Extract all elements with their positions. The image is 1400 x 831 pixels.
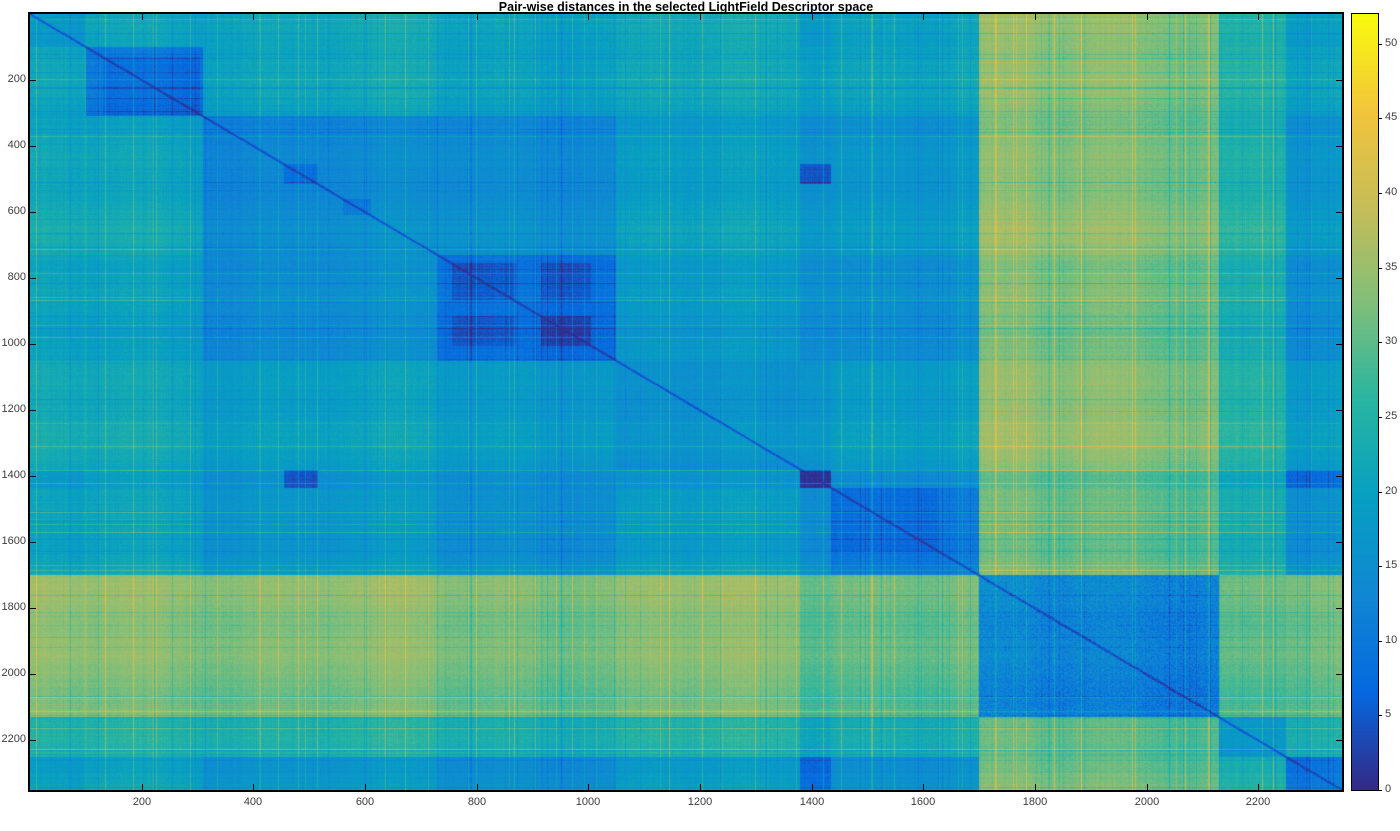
y-tick-mark bbox=[30, 146, 36, 147]
y-tick-mark bbox=[30, 80, 36, 81]
y-tick-mark bbox=[30, 212, 36, 213]
x-tick-label: 600 bbox=[355, 796, 375, 808]
chart-title: Pair-wise distances in the selected Ligh… bbox=[498, 0, 874, 14]
colorbar-tick-label: 15 bbox=[1385, 559, 1398, 571]
y-tick-label: 1600 bbox=[1, 535, 26, 547]
x-tick-mark bbox=[1035, 784, 1036, 790]
x-tick-mark bbox=[700, 14, 701, 20]
colorbar-tick-label: 40 bbox=[1385, 186, 1398, 198]
x-tick-mark bbox=[1258, 14, 1259, 20]
colorbar-tick-label: 0 bbox=[1385, 783, 1392, 795]
y-tick-mark bbox=[30, 674, 36, 675]
x-tick-mark bbox=[253, 14, 254, 20]
y-tick-mark bbox=[1336, 278, 1342, 279]
x-tick-mark bbox=[588, 14, 589, 20]
y-tick-label: 1400 bbox=[1, 469, 26, 481]
x-tick-mark bbox=[1147, 784, 1148, 790]
x-tick-label: 2000 bbox=[1134, 796, 1160, 808]
x-tick-mark bbox=[812, 784, 813, 790]
colorbar-tick-mark bbox=[1378, 44, 1382, 45]
x-tick-label: 1600 bbox=[910, 796, 936, 808]
colorbar-tick-label: 20 bbox=[1385, 485, 1398, 497]
colorbar-canvas bbox=[1352, 14, 1378, 790]
y-tick-mark bbox=[1336, 146, 1342, 147]
y-tick-mark bbox=[30, 740, 36, 741]
colorbar-tick-mark bbox=[1378, 492, 1382, 493]
colorbar-tick-label: 5 bbox=[1385, 708, 1392, 720]
colorbar-tick-mark bbox=[1378, 268, 1382, 269]
colorbar-tick-label: 10 bbox=[1385, 634, 1398, 646]
colorbar-tick-label: 30 bbox=[1385, 335, 1398, 347]
x-tick-label: 1800 bbox=[1022, 796, 1048, 808]
x-tick-mark bbox=[365, 14, 366, 20]
y-tick-label: 2200 bbox=[1, 733, 26, 745]
y-tick-mark bbox=[1336, 740, 1342, 741]
colorbar-tick-mark bbox=[1378, 118, 1382, 119]
colorbar-tick-label: 25 bbox=[1385, 410, 1398, 422]
x-tick-mark bbox=[923, 14, 924, 20]
x-tick-label: 800 bbox=[467, 796, 487, 808]
heatmap-canvas bbox=[30, 14, 1342, 790]
y-tick-mark bbox=[30, 278, 36, 279]
x-tick-mark bbox=[142, 14, 143, 20]
y-tick-mark bbox=[1336, 344, 1342, 345]
y-tick-label: 1200 bbox=[1, 403, 26, 415]
y-tick-mark bbox=[1336, 608, 1342, 609]
y-tick-mark bbox=[30, 410, 36, 411]
y-tick-label: 800 bbox=[7, 271, 26, 283]
x-tick-mark bbox=[253, 784, 254, 790]
colorbar-tick-label: 45 bbox=[1385, 111, 1398, 123]
y-tick-label: 1800 bbox=[1, 601, 26, 613]
y-tick-mark bbox=[30, 476, 36, 477]
y-tick-mark bbox=[30, 542, 36, 543]
y-tick-mark bbox=[30, 608, 36, 609]
x-tick-mark bbox=[588, 784, 589, 790]
x-tick-mark bbox=[700, 784, 701, 790]
y-tick-label: 1000 bbox=[1, 337, 26, 349]
colorbar-tick-mark bbox=[1378, 417, 1382, 418]
x-tick-label: 2200 bbox=[1245, 796, 1271, 808]
y-tick-label: 600 bbox=[7, 205, 26, 217]
y-tick-label: 200 bbox=[7, 73, 26, 85]
y-tick-mark bbox=[1336, 212, 1342, 213]
colorbar-tick-mark bbox=[1378, 715, 1382, 716]
y-tick-mark bbox=[1336, 674, 1342, 675]
y-tick-label: 2000 bbox=[1, 667, 26, 679]
colorbar-tick-mark bbox=[1378, 641, 1382, 642]
y-tick-label: 400 bbox=[7, 139, 26, 151]
colorbar-tick-mark bbox=[1378, 193, 1382, 194]
y-tick-mark bbox=[1336, 410, 1342, 411]
x-tick-mark bbox=[923, 784, 924, 790]
x-tick-mark bbox=[1035, 14, 1036, 20]
y-tick-mark bbox=[1336, 80, 1342, 81]
x-tick-label: 1000 bbox=[575, 796, 601, 808]
x-tick-label: 1400 bbox=[799, 796, 825, 808]
x-tick-mark bbox=[365, 784, 366, 790]
x-tick-label: 200 bbox=[132, 796, 152, 808]
y-tick-mark bbox=[1336, 476, 1342, 477]
x-tick-label: 400 bbox=[243, 796, 263, 808]
x-tick-mark bbox=[142, 784, 143, 790]
colorbar-tick-mark bbox=[1378, 342, 1382, 343]
y-tick-mark bbox=[1336, 542, 1342, 543]
x-tick-mark bbox=[477, 784, 478, 790]
colorbar-tick-mark bbox=[1378, 790, 1382, 791]
y-tick-mark bbox=[30, 344, 36, 345]
colorbar-tick-label: 35 bbox=[1385, 261, 1398, 273]
x-tick-mark bbox=[1258, 784, 1259, 790]
x-tick-mark bbox=[1147, 14, 1148, 20]
x-tick-mark bbox=[477, 14, 478, 20]
x-tick-label: 1200 bbox=[687, 796, 713, 808]
colorbar-tick-mark bbox=[1378, 566, 1382, 567]
x-tick-mark bbox=[812, 14, 813, 20]
colorbar-tick-label: 50 bbox=[1385, 37, 1398, 49]
